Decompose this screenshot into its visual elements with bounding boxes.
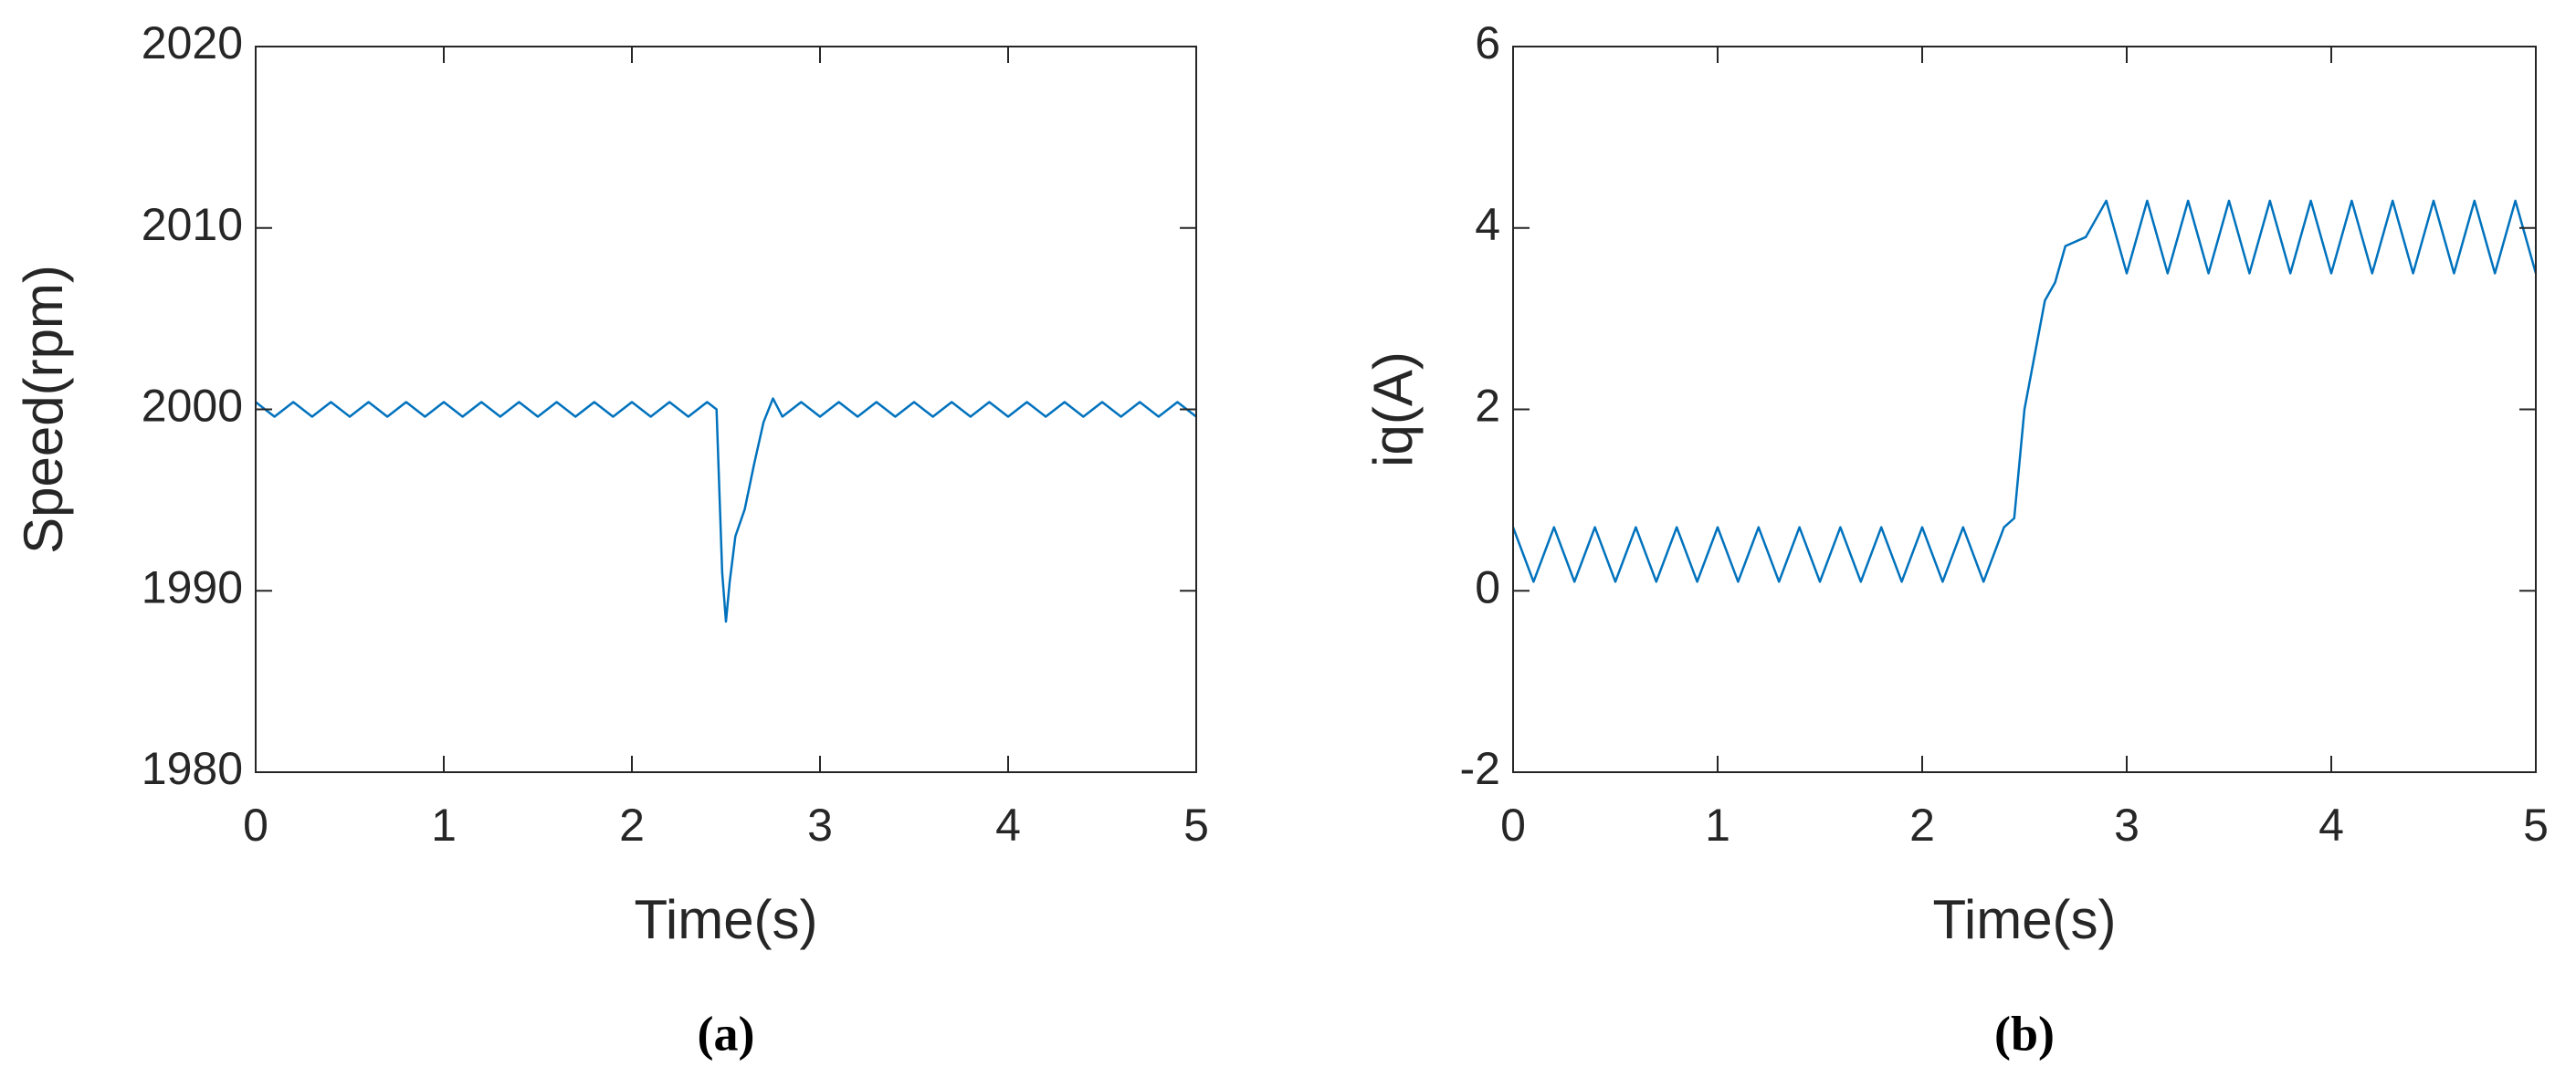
x-tick-label: 5 bbox=[2523, 800, 2549, 851]
y-tick-label: -2 bbox=[1460, 743, 1500, 794]
data-line bbox=[1511, 199, 2538, 583]
y-tick-label: 2000 bbox=[142, 381, 243, 432]
x-tick-label: 1 bbox=[1705, 800, 1730, 851]
x-tick-label: 4 bbox=[995, 800, 1021, 851]
x-tick-label: 0 bbox=[1500, 800, 1526, 851]
x-tick-label: 2 bbox=[619, 800, 645, 851]
data-line bbox=[255, 397, 1197, 623]
x-tick-label: 4 bbox=[2318, 800, 2344, 851]
y-axis-label: Speed(rpm) bbox=[13, 265, 74, 554]
x-tick-label: 3 bbox=[807, 800, 833, 851]
y-axis-label: iq(A) bbox=[1362, 351, 1424, 467]
x-tick-label: 2 bbox=[1909, 800, 1935, 851]
panel-label: (a) bbox=[698, 1006, 755, 1061]
x-axis-label: Time(s) bbox=[1932, 889, 2116, 950]
x-tick-label: 0 bbox=[243, 800, 268, 851]
panel-label: (b) bbox=[1994, 1006, 2055, 1061]
x-tick-label: 5 bbox=[1183, 800, 1209, 851]
y-tick-label: 2 bbox=[1475, 381, 1500, 432]
y-tick-label: 2010 bbox=[142, 199, 243, 250]
x-tick-label: 1 bbox=[431, 800, 457, 851]
y-tick-label: 6 bbox=[1475, 17, 1500, 68]
y-tick-label: 0 bbox=[1475, 561, 1500, 612]
y-tick-label: 1980 bbox=[142, 743, 243, 794]
axes-background bbox=[256, 47, 1196, 772]
x-tick-label: 3 bbox=[2114, 800, 2140, 851]
y-tick-label: 2020 bbox=[142, 17, 243, 68]
y-tick-label: 4 bbox=[1475, 199, 1500, 250]
y-tick-label: 1990 bbox=[142, 561, 243, 612]
x-axis-label: Time(s) bbox=[634, 889, 817, 950]
